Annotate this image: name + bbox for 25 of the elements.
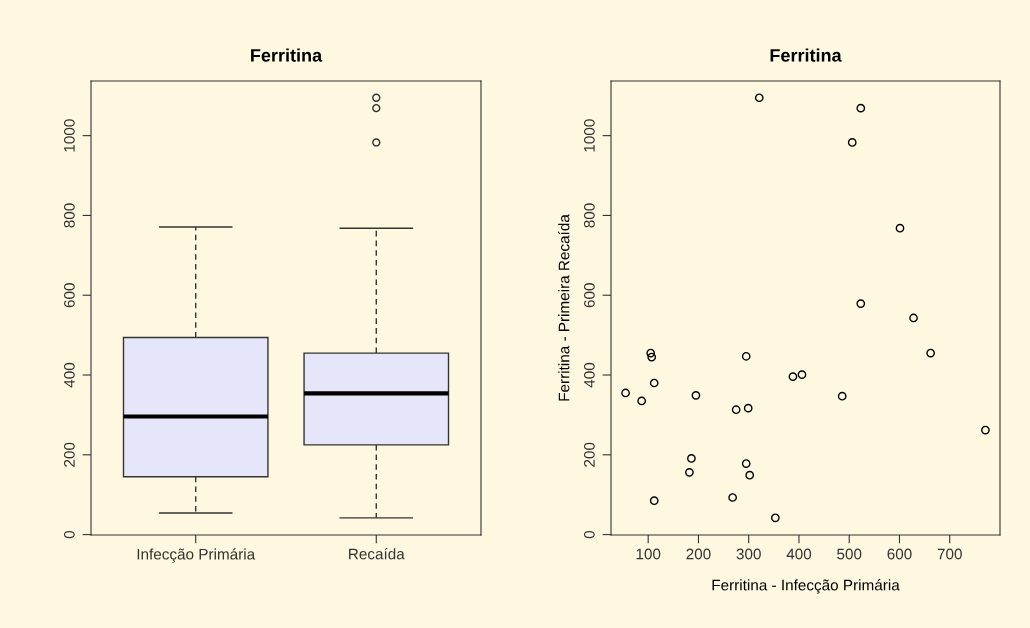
x-tick-label: 100 [636,548,661,560]
x-tick-label: 700 [937,548,962,560]
x-axis-title: Ferritina - Infecção Primária [712,579,900,594]
y-tick-label: 400 [583,362,595,388]
y-axis-title: Ferritina - Primeira Recaída [558,214,570,401]
y-tick-label: 200 [63,442,75,467]
y-tick-label: 1000 [63,119,75,152]
x-tick-label: 600 [887,548,912,560]
x-tick-label: 400 [786,548,812,560]
x-tick-label: 200 [686,548,711,560]
chart-title: Ferritina [251,48,323,62]
x-tick-label: Infecção Primária [137,548,256,563]
y-tick-label: 800 [583,203,595,228]
x-tick-label: 500 [837,548,862,560]
y-tick-label: 600 [63,283,75,308]
x-tick-label: Recaída [349,548,405,560]
y-tick-label: 0 [63,530,75,539]
y-tick-label: 800 [63,203,75,228]
y-tick-label: 200 [583,442,595,467]
y-tick-label: 1000 [583,119,595,152]
y-tick-label: 0 [583,530,595,539]
y-tick-label: 600 [583,283,595,308]
x-tick-label: 300 [736,548,761,560]
y-tick-label: 400 [63,362,75,388]
chart-title: Ferritina [770,48,842,62]
